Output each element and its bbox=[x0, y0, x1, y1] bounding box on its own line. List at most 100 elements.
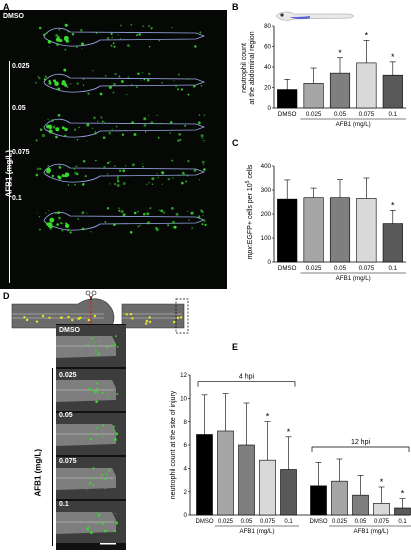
y-tick-label: 6 bbox=[184, 442, 188, 449]
neutrophil-dot bbox=[113, 223, 116, 226]
neutrophil-dot bbox=[200, 82, 202, 84]
neutrophil-dot bbox=[142, 72, 144, 74]
neutrophil-dot bbox=[178, 133, 181, 136]
neutrophil-dot bbox=[129, 230, 133, 234]
significance-star: * bbox=[380, 477, 384, 487]
neutrophil-dot bbox=[93, 314, 97, 318]
neutrophil-dot bbox=[184, 124, 187, 127]
neutrophil-dot bbox=[113, 344, 117, 347]
neutrophil-cluster bbox=[65, 222, 68, 225]
neutrophil-dot bbox=[186, 210, 189, 213]
y-tick-label: 12 bbox=[180, 372, 187, 379]
neutrophil-cluster bbox=[49, 217, 55, 223]
panel-a-control-label: DMSO bbox=[3, 13, 24, 20]
neutrophil-dot bbox=[67, 229, 70, 232]
neutrophil-dot bbox=[97, 120, 99, 123]
x-tick-label: 0.1 bbox=[388, 265, 397, 272]
x-axis-label: AFB1 (mg/L) bbox=[239, 528, 274, 535]
neutrophil-dot bbox=[108, 131, 112, 135]
neutrophil-dot bbox=[45, 212, 47, 214]
neutrophil-dot bbox=[171, 26, 173, 29]
neutrophil-dot bbox=[108, 469, 111, 472]
neutrophil-dot bbox=[60, 118, 63, 121]
neutrophil-dot bbox=[39, 167, 42, 171]
bar bbox=[329, 197, 351, 263]
neutrophil-cluster bbox=[61, 174, 65, 178]
neutrophil-dot bbox=[200, 84, 203, 87]
neutrophil-dot bbox=[188, 78, 190, 80]
panel-d-dose-1: 0.025 bbox=[59, 372, 77, 379]
neutrophil-dot bbox=[104, 529, 107, 533]
neutrophil-dot bbox=[117, 34, 119, 36]
significance-star: * bbox=[391, 52, 395, 62]
x-tick-label: 0.025 bbox=[306, 265, 322, 272]
neutrophil-dot bbox=[81, 48, 83, 50]
neutrophil-dot bbox=[116, 183, 120, 188]
neutrophil-dot bbox=[104, 436, 106, 438]
neutrophil-dot bbox=[155, 228, 157, 230]
neutrophil-dot bbox=[113, 342, 115, 344]
neutrophil-dot bbox=[109, 183, 111, 185]
neutrophil-dot bbox=[172, 320, 176, 324]
neutrophil-dot bbox=[37, 75, 39, 78]
neutrophil-dot bbox=[90, 231, 92, 233]
neutrophil-dot bbox=[67, 31, 69, 33]
neutrophil-dot bbox=[39, 128, 43, 131]
neutrophil-cluster bbox=[48, 81, 52, 85]
bar bbox=[277, 89, 298, 109]
neutrophil-dot bbox=[93, 341, 96, 343]
neutrophil-dot bbox=[180, 181, 184, 185]
neutrophil-dot bbox=[86, 489, 88, 491]
neutrophil-dot bbox=[142, 25, 145, 28]
neutrophil-dot bbox=[23, 316, 26, 319]
neutrophil-dot bbox=[76, 82, 79, 85]
neutrophil-dot bbox=[113, 425, 116, 428]
neutrophil-cluster bbox=[55, 127, 60, 132]
neutrophil-dot bbox=[46, 32, 48, 34]
y-tick-label: 200 bbox=[261, 211, 272, 218]
neutrophil-dot bbox=[102, 423, 105, 426]
neutrophil-dot bbox=[87, 92, 90, 95]
neutrophil-dot bbox=[197, 121, 201, 125]
neutrophil-dot bbox=[38, 216, 41, 218]
neutrophil-dot bbox=[86, 140, 88, 142]
x-axis-label: AFB1 (mg/L) bbox=[336, 121, 371, 128]
neutrophil-dot bbox=[95, 349, 97, 352]
neutrophil-dot bbox=[203, 114, 206, 116]
neutrophil-dot bbox=[87, 318, 91, 322]
neutrophil-dot bbox=[98, 477, 101, 479]
neutrophil-dot bbox=[131, 121, 134, 125]
tail-tissue bbox=[56, 424, 116, 446]
neutrophil-dot bbox=[57, 87, 61, 90]
neutrophil-dot bbox=[151, 183, 154, 185]
panel-e-chart: 0 2 4 6 8 10 12 neutrophil count at the site of… bbox=[170, 372, 411, 535]
neutrophil-dot bbox=[104, 487, 107, 489]
panel-d-dose-bracket bbox=[52, 368, 53, 546]
significance-star: * bbox=[287, 427, 291, 437]
neutrophil-dot bbox=[111, 128, 113, 130]
neutrophil-dot bbox=[169, 132, 171, 134]
x-axis-label: AFB1 (mg/L) bbox=[353, 528, 388, 535]
neutrophil-dot bbox=[59, 316, 63, 319]
neutrophil-dot bbox=[81, 211, 85, 215]
neutrophil-dot bbox=[161, 82, 163, 84]
neutrophil-dot bbox=[155, 226, 158, 229]
neutrophil-dot bbox=[114, 165, 116, 167]
neutrophil-cluster bbox=[46, 223, 50, 226]
y-tick-label: 10 bbox=[180, 396, 187, 403]
neutrophil-dot bbox=[94, 130, 96, 132]
panel-d-dose-2: 0.05 bbox=[59, 412, 73, 419]
neutrophil-dot bbox=[35, 320, 39, 323]
neutrophil-dot bbox=[102, 424, 105, 428]
neutrophil-dot bbox=[103, 121, 105, 123]
neutrophil-dot bbox=[92, 70, 94, 72]
neutrophil-dot bbox=[102, 436, 104, 438]
neutrophil-cluster bbox=[49, 124, 52, 128]
neutrophil-cluster bbox=[61, 80, 66, 84]
bar bbox=[394, 507, 411, 516]
neutrophil-dot bbox=[55, 33, 59, 38]
neutrophil-dot bbox=[93, 390, 96, 393]
bar bbox=[356, 198, 377, 263]
bar bbox=[303, 197, 324, 263]
neutrophil-dot bbox=[57, 113, 61, 117]
